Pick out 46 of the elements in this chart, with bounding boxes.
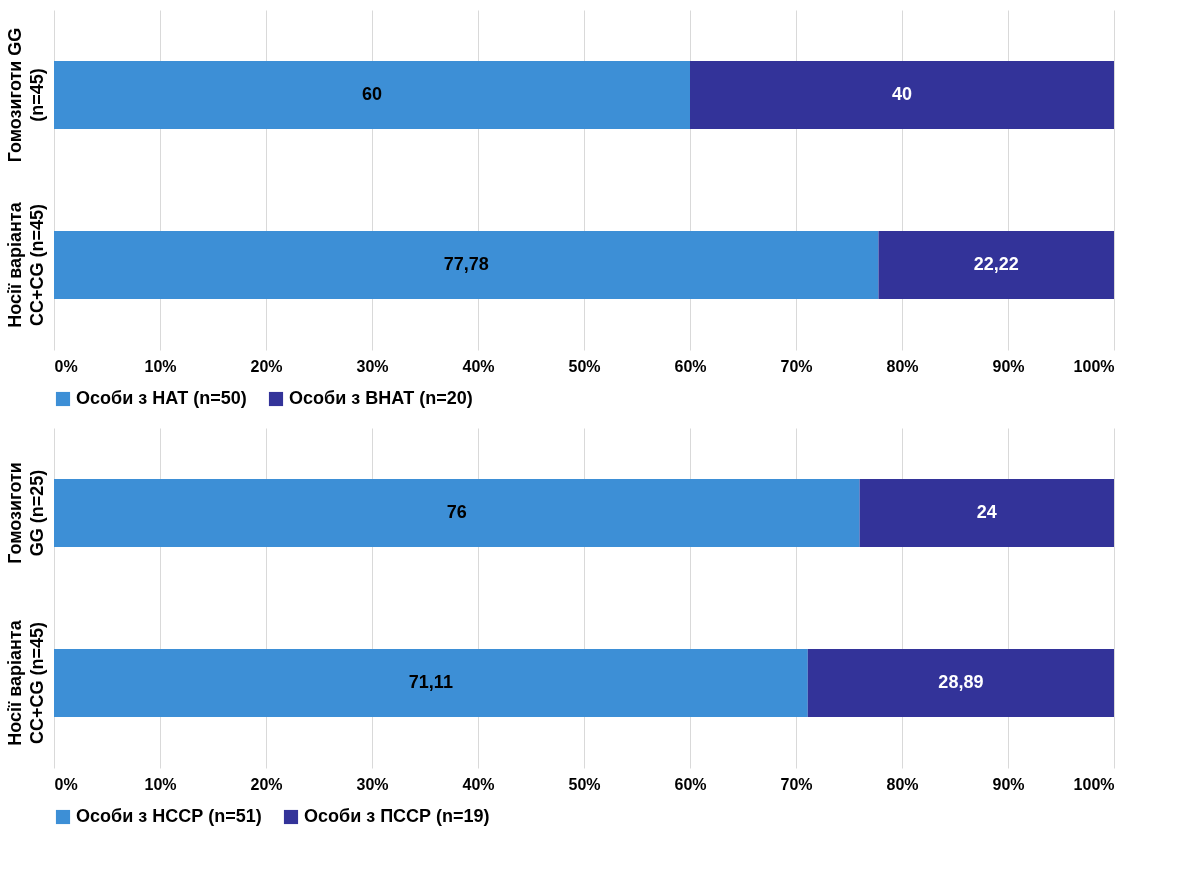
y-tick-label: Гомозиготи GG (n=45) <box>4 27 47 163</box>
y-tick-label: Носії варіанта CC+CG (n=45) <box>4 619 47 746</box>
legend-label: Особи з ВНАТ (n=20) <box>289 388 473 408</box>
x-tick-label: 60% <box>674 357 707 375</box>
data-label: 76 <box>446 502 467 522</box>
bar <box>690 61 1114 129</box>
x-tick-label: 50% <box>568 357 601 375</box>
legend-label: Особи з НАТ (n=50) <box>76 388 247 408</box>
x-tick-label: 50% <box>568 775 601 793</box>
x-tick-label: 60% <box>674 775 707 793</box>
x-tick-label: 10% <box>144 357 177 375</box>
y-tick-label: Гомозиготи GG (n=25) <box>4 462 47 564</box>
legend-label: Особи з НССР (n=51) <box>76 806 262 826</box>
data-label: 40 <box>891 84 913 104</box>
x-tick-label: 70% <box>780 357 813 375</box>
x-tick-label: 0% <box>54 775 78 793</box>
x-tick-label: 20% <box>250 775 283 793</box>
x-tick-label: 90% <box>992 357 1025 375</box>
x-tick-label: 30% <box>356 357 389 375</box>
x-tick-label: 100% <box>1073 357 1115 375</box>
data-label: 71,11 <box>408 672 453 692</box>
bar <box>859 479 1114 547</box>
x-tick-label: 80% <box>886 357 919 375</box>
bar <box>54 231 879 299</box>
data-label: 22,22 <box>973 254 1019 274</box>
bar <box>54 479 860 547</box>
x-tick-label: 70% <box>780 775 813 793</box>
x-tick-label: 80% <box>886 775 919 793</box>
x-tick-label: 20% <box>250 357 283 375</box>
x-tick-label: 90% <box>992 775 1025 793</box>
data-label: 77,78 <box>443 254 489 274</box>
legend-label: Особи з ПССР (n=19) <box>304 806 490 826</box>
x-tick-label: 10% <box>144 775 177 793</box>
x-tick-label: 40% <box>462 775 495 793</box>
data-label: 60 <box>361 84 383 104</box>
bar <box>54 649 808 717</box>
bar <box>54 61 690 129</box>
x-tick-label: 30% <box>356 775 389 793</box>
bar <box>807 649 1114 717</box>
data-label: 28,89 <box>938 672 984 692</box>
x-tick-label: 100% <box>1073 775 1115 793</box>
x-tick-label: 40% <box>462 357 495 375</box>
data-label: 24 <box>976 502 997 522</box>
bar <box>878 231 1114 299</box>
x-tick-label: 0% <box>54 357 78 375</box>
y-tick-label: Носії варіанта CC+CG (n=45) <box>4 201 47 328</box>
